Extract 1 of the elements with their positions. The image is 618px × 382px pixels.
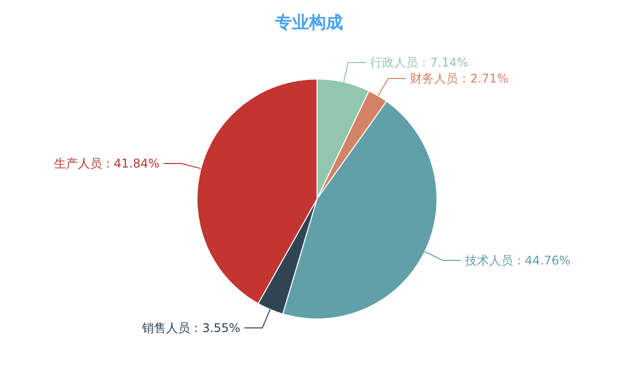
title: 专业构成 xyxy=(275,13,343,33)
